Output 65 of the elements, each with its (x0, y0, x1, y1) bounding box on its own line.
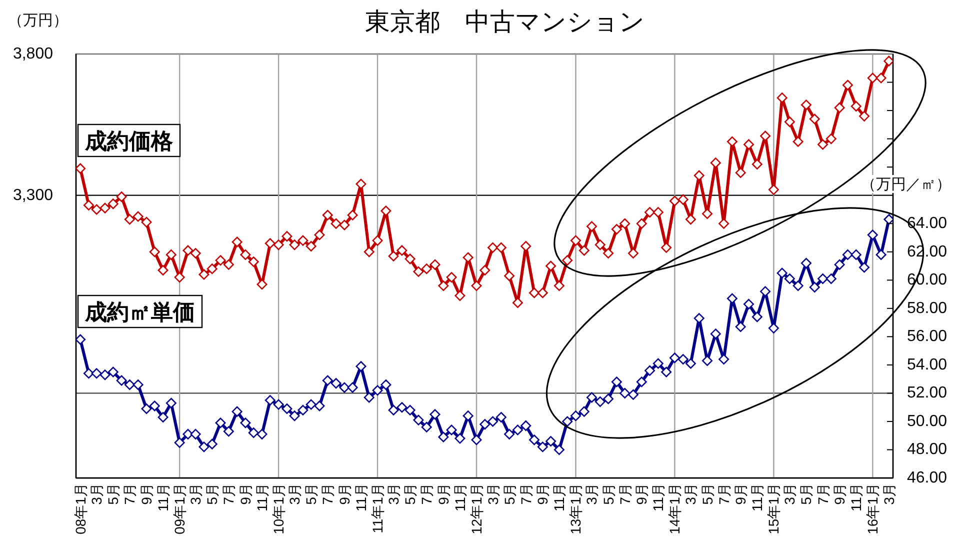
x-tick-label: 12年1月 (468, 483, 484, 534)
y2-tick-label: 56.00 (907, 328, 948, 346)
x-tick-label: 3月 (188, 483, 204, 505)
y2-axis-title: （万円／㎡） (861, 176, 951, 192)
x-tick-label: 7月 (518, 483, 534, 505)
x-tick-label: 08年1月 (72, 483, 88, 534)
x-tick-label: 11月 (749, 483, 766, 512)
x-tick-label: 9月 (138, 483, 154, 505)
y2-tick-label: 64.00 (907, 215, 948, 232)
x-tick-label: 7月 (220, 483, 237, 505)
y2-tick-label: 46.00 (907, 470, 948, 486)
x-tick-label: 11月 (155, 483, 172, 512)
x-tick-label: 7月 (616, 483, 633, 505)
x-tick-label: 7月 (122, 483, 138, 505)
y2-tick-label: 54.00 (907, 356, 948, 374)
x-tick-label: 3月 (484, 483, 501, 505)
x-tick-label: 7月 (814, 483, 831, 505)
x-tick-label: 11年1月 (370, 483, 386, 534)
x-tick-label: 7月 (716, 483, 732, 505)
x-tick-label: 13年1月 (568, 483, 584, 534)
x-tick-label: 7月 (320, 483, 336, 505)
x-tick-label: 16年1月 (864, 483, 881, 534)
x-tick-label: 3月 (682, 483, 699, 505)
x-tick-label: 9月 (832, 483, 848, 505)
x-tick-label: 3月 (584, 483, 600, 505)
y-tick-label: 3,800 (12, 46, 54, 62)
y-tick-label: 3,300 (12, 186, 54, 204)
x-tick-label: 11月 (254, 483, 270, 512)
chart-title: 東京都 中古マンション (365, 8, 645, 36)
x-tick-label: 5月 (303, 483, 320, 505)
y-axis-title: （万円） (8, 12, 68, 28)
y2-tick-label: 50.00 (907, 412, 948, 430)
x-tick-label: 11月 (848, 483, 864, 512)
x-tick-label: 11月 (650, 483, 666, 512)
x-tick-label: 5月 (699, 483, 716, 505)
x-tick-label: 3月 (88, 483, 105, 505)
x-tick-label: 9月 (237, 483, 254, 505)
x-tick-label: 5月 (105, 483, 122, 505)
x-tick-label: 9月 (336, 483, 352, 505)
x-tick-label: 9月 (732, 483, 749, 505)
x-tick-label: 3月 (880, 483, 897, 505)
x-tick-label: 5月 (501, 483, 518, 505)
x-tick-label: 3月 (386, 483, 402, 505)
x-tick-label: 7月 (418, 483, 435, 505)
y2-tick-label: 52.00 (907, 384, 948, 402)
series-label: 成約価格 (84, 128, 174, 153)
x-tick-label: 10年1月 (270, 483, 287, 534)
x-tick-label: 3月 (782, 483, 798, 505)
x-tick-label: 11月 (352, 483, 369, 512)
x-tick-label: 5月 (204, 483, 220, 505)
series-label: 成約㎡単価 (84, 298, 195, 324)
x-tick-label: 11月 (452, 483, 468, 512)
x-tick-label: 9月 (634, 483, 650, 505)
x-tick-label: 09年1月 (172, 483, 188, 534)
x-tick-label: 9月 (534, 483, 551, 505)
x-tick-label: 5月 (402, 483, 418, 505)
x-tick-label: 15年1月 (766, 483, 782, 534)
x-tick-label: 14年1月 (666, 483, 683, 534)
y2-tick-label: 48.00 (907, 441, 948, 458)
x-tick-label: 3月 (286, 483, 303, 505)
x-tick-label: 11月 (551, 483, 568, 512)
x-tick-label: 5月 (798, 483, 814, 505)
x-tick-label: 9月 (435, 483, 452, 505)
y2-tick-label: 58.00 (907, 300, 948, 317)
x-tick-label: 5月 (600, 483, 616, 505)
